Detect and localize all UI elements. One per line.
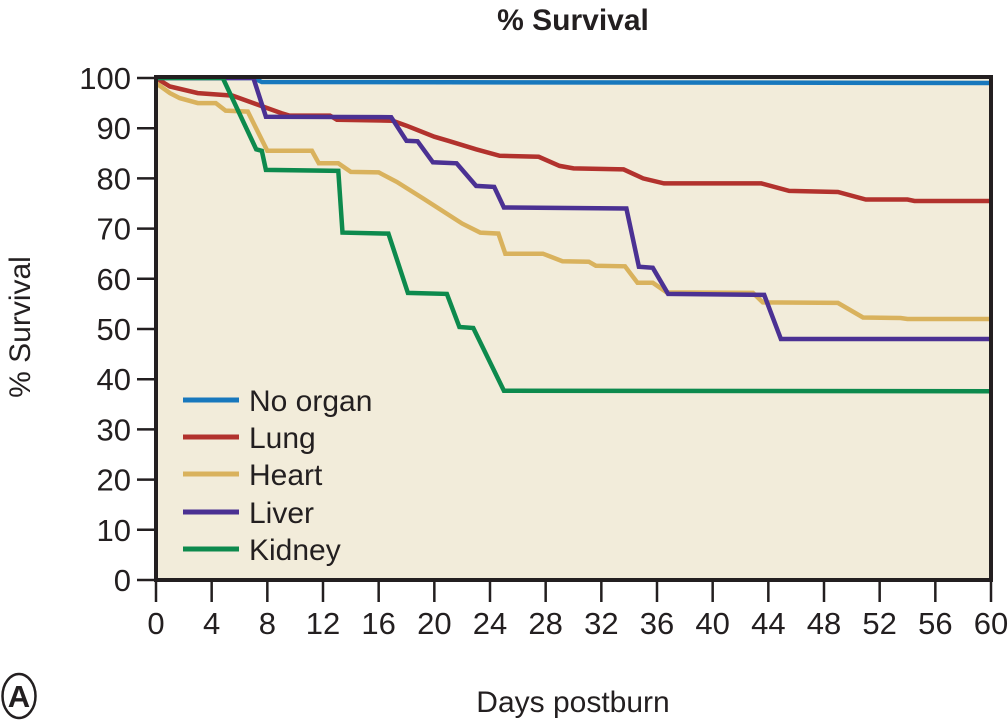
legend-row-liver: Liver [183, 497, 314, 530]
legend-label-lung: Lung [249, 422, 316, 455]
legend-row-lung: Lung [183, 422, 316, 455]
legend-row-no-organ: No organ [183, 385, 372, 418]
x-tick-label: 44 [751, 606, 785, 641]
panel-label-circle [1, 672, 37, 720]
x-axis-label: Days postburn [476, 686, 669, 719]
legend-row-heart: Heart [183, 459, 323, 492]
plot-area [156, 77, 991, 580]
x-tick-label: 28 [528, 606, 562, 641]
y-tick-label: 90 [97, 111, 131, 146]
y-tick-label: 0 [114, 563, 131, 598]
legend: No organ Lung Heart Liver Kidney [183, 385, 372, 567]
y-tick-label: 20 [97, 463, 131, 498]
x-tick-label: 8 [259, 606, 276, 641]
x-tick-label: 60 [974, 606, 1008, 641]
panel-label-badge: A [1, 672, 37, 720]
chart-title: % Survival [497, 4, 649, 37]
x-tick-label: 56 [918, 606, 952, 641]
x-tick-label: 4 [203, 606, 220, 641]
legend-row-kidney: Kidney [183, 534, 341, 567]
x-tick-label: 52 [862, 606, 896, 641]
y-tick-label: 80 [97, 161, 131, 196]
legend-label-heart: Heart [249, 459, 323, 492]
y-tick-label: 100 [79, 61, 131, 96]
x-tick-label: 32 [584, 606, 618, 641]
y-tick-label: 30 [97, 412, 131, 447]
x-tick-label: 12 [306, 606, 340, 641]
x-tick-label: 16 [361, 606, 395, 641]
x-tick-label: 40 [695, 606, 729, 641]
x-tick-label: 24 [473, 606, 507, 641]
legend-label-liver: Liver [249, 497, 314, 530]
y-tick-label: 60 [97, 262, 131, 297]
y-tick-label: 50 [97, 312, 131, 347]
series-line-lung [154, 76, 991, 204]
y-tick-label: 40 [97, 362, 131, 397]
x-tick-label: 48 [807, 606, 841, 641]
y-tick-label: 70 [97, 212, 131, 247]
y-axis-label: % Survival [4, 256, 37, 398]
x-tick-label: 0 [147, 606, 164, 641]
legend-label-no-organ: No organ [249, 385, 372, 418]
x-tick-label: 36 [640, 606, 674, 641]
panel-label-letter: A [8, 679, 30, 714]
y-tick-label: 10 [97, 513, 131, 548]
legend-label-kidney: Kidney [249, 534, 341, 567]
series-line-kidney [156, 75, 992, 394]
series-line-liver [156, 75, 991, 342]
x-tick-label: 20 [417, 606, 451, 641]
